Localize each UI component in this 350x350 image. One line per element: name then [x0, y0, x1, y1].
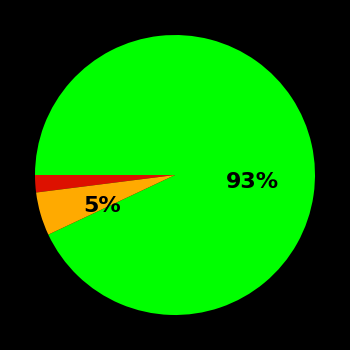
Text: 93%: 93%	[225, 172, 279, 192]
Wedge shape	[35, 35, 315, 315]
Wedge shape	[35, 175, 175, 192]
Text: 5%: 5%	[83, 196, 121, 216]
Wedge shape	[36, 175, 175, 234]
